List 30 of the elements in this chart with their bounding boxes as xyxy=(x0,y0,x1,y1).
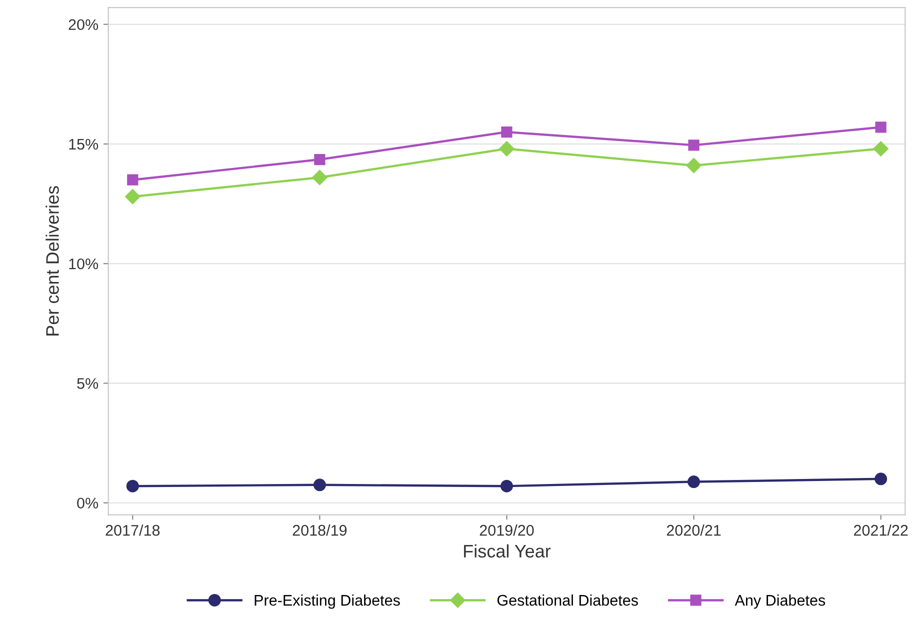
point xyxy=(125,189,140,204)
y-tick-label: 15% xyxy=(69,138,98,150)
x-tick-label: 2018/19 xyxy=(292,524,347,536)
point xyxy=(875,122,886,133)
legend-label: Pre-Existing Diabetes xyxy=(254,594,400,609)
point xyxy=(500,480,513,492)
point xyxy=(127,174,138,186)
x-axis-title: Fiscal Year xyxy=(464,544,551,558)
x-tick-label: 2017/18 xyxy=(106,524,160,536)
y-tick-label: 5% xyxy=(77,378,98,389)
point xyxy=(126,480,139,492)
legend-label: Gestational Diabetes xyxy=(497,594,638,606)
y-axis-title: Per cent Deliveries xyxy=(46,186,59,336)
point xyxy=(501,126,512,138)
y-tick-label: 20% xyxy=(68,19,98,30)
y-tick-label: 0% xyxy=(77,498,98,509)
point xyxy=(312,170,328,186)
legend-label: Any Diabetes xyxy=(734,594,826,609)
point xyxy=(873,141,888,156)
point xyxy=(688,140,700,151)
point xyxy=(874,472,888,486)
point xyxy=(314,154,326,166)
point xyxy=(499,141,514,156)
x-tick-label: 2020/21 xyxy=(666,524,721,536)
x-tick-label: 2019/20 xyxy=(480,524,534,536)
point xyxy=(686,158,702,174)
point xyxy=(313,478,326,492)
x-tick-label: 2021/22 xyxy=(854,524,908,536)
point xyxy=(688,476,700,488)
y-tick-label: 10% xyxy=(69,258,98,270)
